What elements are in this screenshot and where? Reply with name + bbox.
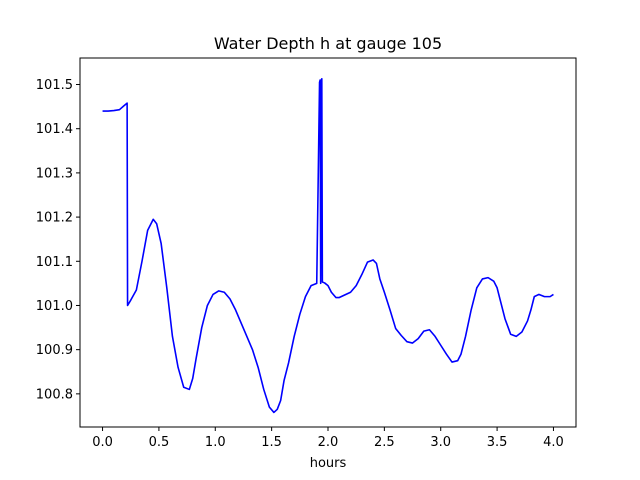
x-tick-label: 0.0	[92, 435, 113, 450]
x-tick-label: 1.0	[205, 435, 226, 450]
y-tick-label: 101.3	[36, 166, 73, 181]
y-tick-label: 101.4	[36, 122, 73, 137]
x-tick-label: 2.5	[374, 435, 395, 450]
y-tick-label: 101.0	[36, 299, 73, 314]
chart-title: Water Depth h at gauge 105	[214, 34, 442, 53]
x-tick-label: 4.0	[543, 435, 564, 450]
y-tick-label: 101.1	[36, 255, 73, 270]
plot-area	[80, 58, 576, 427]
y-tick-label: 100.8	[36, 387, 73, 402]
series-line	[102, 77, 554, 414]
x-tick-label: 2.0	[318, 435, 339, 450]
x-axis-label: hours	[310, 456, 347, 471]
series-layer	[102, 77, 554, 414]
x-axis: 0.0 0.5 1.0 1.5 2.0 2.5 3.0 3.5 4.0	[92, 427, 564, 450]
y-axis: 100.8 100.9 101.0 101.1 101.2 101.3 101.4 101.5	[36, 78, 80, 402]
x-tick-label: 3.0	[430, 435, 451, 450]
x-tick-label: 0.5	[149, 435, 170, 450]
y-tick-label: 101.5	[36, 78, 73, 93]
x-tick-label: 3.5	[487, 435, 508, 450]
y-tick-label: 100.9	[36, 343, 73, 358]
y-tick-label: 101.2	[36, 211, 73, 226]
x-tick-label: 1.5	[261, 435, 282, 450]
